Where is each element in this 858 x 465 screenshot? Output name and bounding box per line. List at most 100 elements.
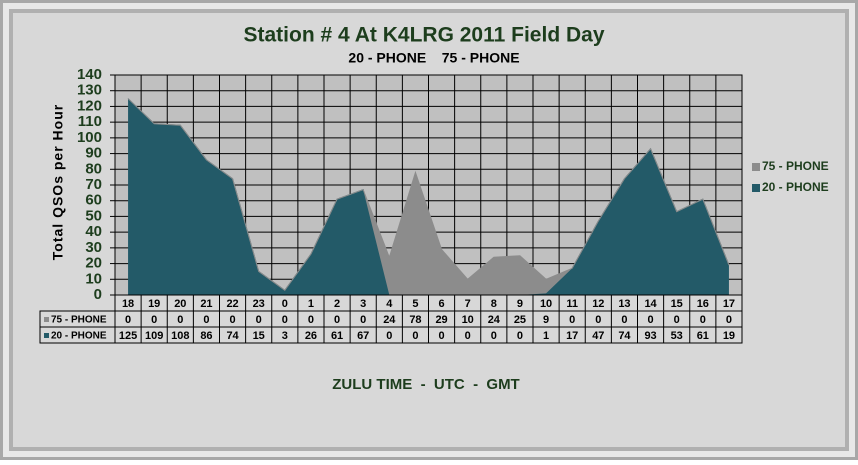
y-tick-label: 80 xyxy=(85,160,102,177)
table-value: 0 xyxy=(726,314,732,326)
y-tick-label: 50 xyxy=(85,207,102,224)
table-value: 109 xyxy=(145,330,163,342)
table-value: 25 xyxy=(514,314,526,326)
table-value: 0 xyxy=(125,314,131,326)
table-value: 0 xyxy=(648,314,654,326)
table-value: 26 xyxy=(305,330,317,342)
table-series-name: 20 - PHONE xyxy=(51,331,107,342)
table-value: 0 xyxy=(334,314,340,326)
table-value: 19 xyxy=(723,330,735,342)
table-value: 0 xyxy=(439,330,445,342)
x-tick-label: 3 xyxy=(360,298,366,310)
x-tick-label: 21 xyxy=(200,298,212,310)
table-value: 1 xyxy=(543,330,549,342)
x-tick-label: 10 xyxy=(540,298,552,310)
y-tick-label: 100 xyxy=(77,129,102,146)
table-value: 29 xyxy=(435,314,447,326)
table-value: 0 xyxy=(308,314,314,326)
table-value: 74 xyxy=(226,330,239,342)
table-value: 0 xyxy=(256,314,262,326)
legend-label: 75 - PHONE xyxy=(762,159,829,173)
table-value: 0 xyxy=(621,314,627,326)
table-series-name: 75 - PHONE xyxy=(51,315,107,326)
table-value: 93 xyxy=(644,330,656,342)
x-tick-label: 15 xyxy=(671,298,683,310)
x-tick-label: 20 xyxy=(174,298,186,310)
x-tick-label: 1 xyxy=(308,298,314,310)
chart-title: Station # 4 At K4LRG 2011 Field Day xyxy=(244,24,605,47)
x-tick-label: 0 xyxy=(282,298,288,310)
area-edge xyxy=(127,98,730,291)
table-value: 0 xyxy=(203,314,209,326)
table-value: 0 xyxy=(517,330,523,342)
table-value: 86 xyxy=(200,330,212,342)
y-tick-label: 0 xyxy=(94,286,102,303)
table-value: 24 xyxy=(488,314,501,326)
table-value: 0 xyxy=(569,314,575,326)
table-value: 3 xyxy=(282,330,288,342)
table-value: 0 xyxy=(412,330,418,342)
x-tick-label: 19 xyxy=(148,298,160,310)
table-value: 0 xyxy=(595,314,601,326)
legend-label: 20 - PHONE xyxy=(762,180,829,194)
legend-key xyxy=(752,184,760,192)
x-tick-label: 8 xyxy=(491,298,497,310)
x-tick-label: 22 xyxy=(226,298,238,310)
y-tick-label: 20 xyxy=(85,255,102,272)
table-value: 78 xyxy=(409,314,421,326)
y-tick-label: 40 xyxy=(85,223,102,240)
table-value: 53 xyxy=(671,330,683,342)
x-tick-label: 9 xyxy=(517,298,523,310)
table-value: 0 xyxy=(177,314,183,326)
y-tick-label: 140 xyxy=(77,66,102,83)
x-tick-label: 4 xyxy=(386,298,393,310)
x-tick-label: 11 xyxy=(566,298,578,310)
y-tick-label: 70 xyxy=(85,176,102,193)
table-value: 67 xyxy=(357,330,369,342)
x-tick-label: 17 xyxy=(723,298,735,310)
area-fill xyxy=(128,98,729,295)
y-tick-label: 10 xyxy=(85,270,102,287)
x-tick-label: 7 xyxy=(465,298,471,310)
x-tick-label: 6 xyxy=(439,298,445,310)
x-tick-label: 14 xyxy=(644,298,657,310)
table-value: 0 xyxy=(465,330,471,342)
y-tick-label: 110 xyxy=(78,113,102,130)
x-tick-label: 13 xyxy=(618,298,630,310)
table-value: 125 xyxy=(119,330,137,342)
table-value: 0 xyxy=(230,314,236,326)
table-value: 0 xyxy=(151,314,157,326)
table-value: 10 xyxy=(462,314,474,326)
x-tick-label: 18 xyxy=(122,298,134,310)
x-tick-label: 23 xyxy=(253,298,265,310)
table-value: 9 xyxy=(543,314,549,326)
y-tick-label: 90 xyxy=(85,145,102,162)
table-legend-key xyxy=(44,317,49,322)
table-value: 24 xyxy=(383,314,396,326)
y-tick-label: 30 xyxy=(85,239,102,256)
y-axis-label: Total QSOs per Hour xyxy=(50,104,66,260)
x-tick-label: 2 xyxy=(334,298,340,310)
x-tick-label: 16 xyxy=(697,298,709,310)
y-tick-label: 60 xyxy=(85,192,102,209)
chart-subtitle: 20 - PHONE 75 - PHONE xyxy=(348,50,519,66)
table-value: 0 xyxy=(700,314,706,326)
table-value: 0 xyxy=(360,314,366,326)
table-value: 74 xyxy=(618,330,631,342)
area-fill xyxy=(128,98,729,295)
table-value: 0 xyxy=(491,330,497,342)
table-value: 15 xyxy=(253,330,265,342)
x-tick-label: 12 xyxy=(592,298,604,310)
table-value: 61 xyxy=(331,330,343,342)
x-tick-label: 5 xyxy=(412,298,418,310)
table-value: 0 xyxy=(674,314,680,326)
table-value: 47 xyxy=(592,330,604,342)
table-value: 61 xyxy=(697,330,709,342)
y-tick-label: 120 xyxy=(77,97,102,114)
table-value: 108 xyxy=(171,330,189,342)
table-value: 17 xyxy=(566,330,578,342)
legend-key xyxy=(752,163,760,171)
table-value: 0 xyxy=(386,330,392,342)
